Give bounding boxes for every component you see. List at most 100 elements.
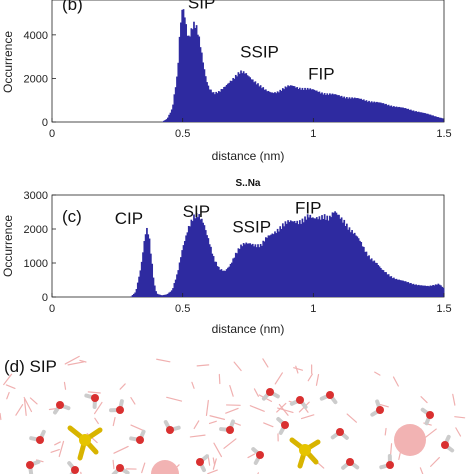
panel-c-bar <box>140 261 143 297</box>
panel-b-bar <box>267 90 270 122</box>
panel-b-bar <box>245 73 248 122</box>
water-line <box>374 371 381 376</box>
sodium-ion-right <box>394 424 426 456</box>
panel-c-bar <box>382 270 385 297</box>
panel-c-bar <box>399 280 402 297</box>
panel-c-bar <box>390 276 393 297</box>
panel-c-bar <box>322 219 325 297</box>
panel-c-bar <box>261 245 263 297</box>
water-line <box>166 396 183 402</box>
panel-b-xlabel: distance (nm) <box>212 149 285 163</box>
panel-c-bar <box>381 269 383 297</box>
panel-c-bar <box>272 234 275 297</box>
water-line <box>63 381 67 390</box>
panel-c-annotations: CIP SIP SSIP FIP <box>115 199 322 237</box>
panel-c-bar <box>309 214 312 297</box>
panel-c-annotation: CIP <box>115 209 143 228</box>
panel-b-bar <box>287 85 289 122</box>
panel-b-bar <box>315 90 318 122</box>
panel-c-bar <box>236 253 238 297</box>
panel-b-bar <box>224 86 227 122</box>
panel-c-bar <box>147 234 150 297</box>
panel-b-bar <box>416 111 419 122</box>
water-oxygen <box>441 441 449 449</box>
panel-b-bar <box>183 17 186 122</box>
panel-c-bar <box>417 284 420 297</box>
water-line <box>454 416 466 419</box>
panel-b-bar <box>356 98 359 122</box>
panel-b-bar <box>438 117 441 122</box>
panel-c-bar <box>176 274 178 297</box>
panel-c-bar <box>433 285 436 297</box>
panel-c-ylabel: Occurrence <box>1 215 15 277</box>
panel-c-bar <box>326 215 329 297</box>
panel-c-bar <box>174 279 177 297</box>
panel-c-bar <box>136 282 139 297</box>
water-line <box>193 420 200 430</box>
water-line <box>196 364 210 367</box>
water-oxygen <box>71 466 79 474</box>
water-line <box>94 417 99 425</box>
panel-c-bar <box>246 243 249 297</box>
panel-c-bar <box>229 263 232 297</box>
water-line <box>209 415 226 420</box>
panel-b-bar <box>164 120 167 122</box>
panel-c-bar <box>440 285 442 297</box>
panel-c-bar <box>210 246 212 297</box>
panel-b-bar <box>298 87 301 122</box>
water-line <box>207 469 218 474</box>
panel-c-bar <box>296 220 299 297</box>
panel-b-bar <box>327 94 330 122</box>
panel-b-bar <box>355 98 357 122</box>
panel-b-bar <box>288 86 291 122</box>
panel-b-bar <box>251 79 254 122</box>
panel-b-bar <box>191 29 194 123</box>
panel-c-bar <box>342 222 344 297</box>
panel-b-bar <box>365 100 368 122</box>
water-line <box>212 457 216 466</box>
panel-c-bar <box>194 218 197 297</box>
panel-b-label: (b) <box>62 0 83 14</box>
panel-c-bar <box>139 270 142 297</box>
panel-c-xtick-label: 0 <box>49 303 55 315</box>
panel-c-bar <box>310 217 313 297</box>
panel-c-bar <box>295 223 297 297</box>
panel-c-bar <box>366 256 369 297</box>
panel-c-bar <box>186 232 189 297</box>
panel-b-bar <box>229 80 232 122</box>
panel-b-bar <box>357 98 360 122</box>
panel-b-bar <box>359 98 361 122</box>
panel-b-bar <box>189 36 191 123</box>
water-line <box>58 440 65 458</box>
panel-c-bar <box>202 222 204 297</box>
water-line <box>249 405 265 412</box>
panel-b-bar <box>339 96 342 122</box>
panel-c-bar <box>441 286 444 297</box>
panel-c-bar <box>207 238 210 297</box>
panel-b-bar <box>437 117 440 122</box>
panel-c-ytick-label: 1000 <box>24 258 48 270</box>
panel-b-bar <box>352 98 355 122</box>
panel-c-bar <box>262 240 265 297</box>
panel-b-bar <box>349 98 352 122</box>
panel-b-bar <box>399 107 402 122</box>
panel-c-bar <box>325 219 327 297</box>
panel-b-bar <box>292 85 295 122</box>
panel-c-bar <box>241 246 244 297</box>
panel-c-bar <box>152 277 155 297</box>
panel-b-bar <box>291 85 293 122</box>
panel-b-bar <box>372 102 374 122</box>
panel-b-bar <box>181 9 184 122</box>
panel-b-bar <box>259 85 262 122</box>
panel-b-bar <box>293 86 296 122</box>
panel-c-bar <box>406 282 408 297</box>
panel-c-bar <box>284 221 287 297</box>
panel-b-bar <box>342 97 344 122</box>
panel-c-bar <box>386 274 389 297</box>
panel-c-bar <box>365 251 368 297</box>
panel-d-label: (d) SIP <box>4 357 57 376</box>
water-oxygen <box>196 458 204 466</box>
panel-b-bar <box>254 81 257 122</box>
panel-c-bar <box>423 285 425 297</box>
panel-b-bar <box>417 111 420 122</box>
